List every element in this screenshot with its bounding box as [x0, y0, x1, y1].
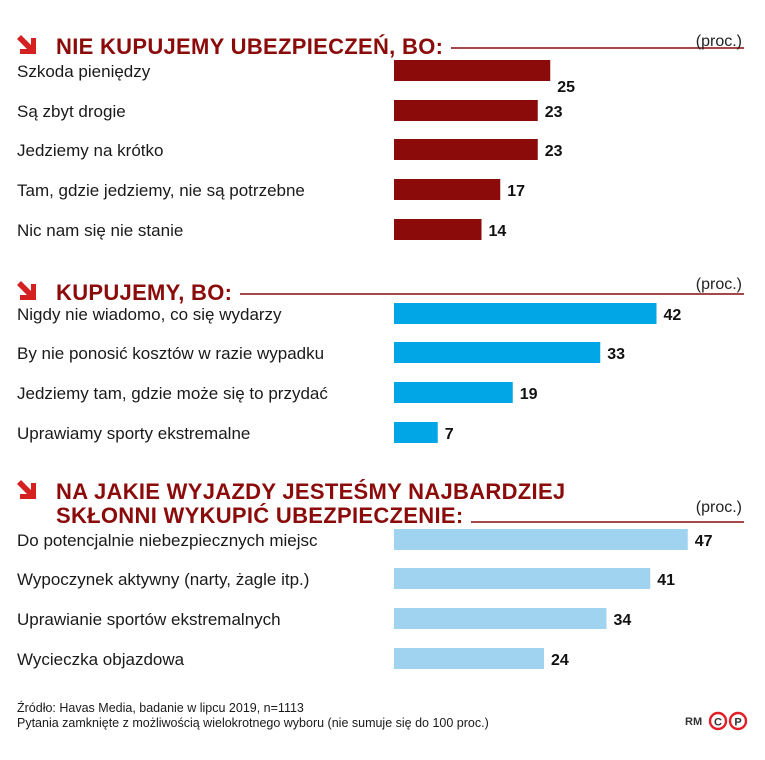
logo-letter: C — [714, 717, 722, 729]
category-label: By nie ponosić kosztów w razie wypadku — [17, 344, 324, 363]
bar — [394, 529, 688, 550]
bar — [394, 139, 538, 160]
value-label: 33 — [607, 346, 625, 363]
value-label: 23 — [545, 104, 563, 121]
category-label: Tam, gdzie jedziemy, nie są potrzebne — [17, 181, 305, 200]
category-label: Jedziemy na krótko — [17, 141, 163, 160]
bar — [394, 179, 501, 200]
unit-label: (proc.) — [696, 499, 742, 516]
arrow-down-right-icon — [17, 480, 36, 499]
methodology-note: Pytania zamknięte z możliwością wielokro… — [17, 716, 489, 730]
logo-circle — [728, 711, 748, 731]
value-label: 34 — [614, 612, 632, 629]
category-label: Do potencjalnie niebezpiecznych miejsc — [17, 531, 318, 550]
bar — [394, 422, 438, 443]
section-title: NIE KUPUJEMY UBEZPIECZEŃ, BO: — [56, 34, 443, 59]
bar — [394, 382, 513, 403]
unit-label: (proc.) — [696, 33, 742, 50]
value-label: 7 — [445, 426, 454, 443]
bar — [394, 219, 482, 240]
logo-circle — [708, 711, 728, 731]
value-label: 47 — [695, 533, 713, 550]
bar — [394, 648, 544, 669]
bar — [394, 60, 551, 81]
author-initials: RM — [685, 716, 702, 728]
unit-label: (proc.) — [696, 276, 742, 293]
category-label: Nic nam się nie stanie — [17, 221, 183, 240]
value-label: 19 — [520, 386, 538, 403]
category-label: Nigdy nie wiadomo, co się wydarzy — [17, 305, 282, 324]
bar — [394, 100, 538, 121]
section-title: KUPUJEMY, BO: — [56, 280, 232, 305]
section-title-line: NA JAKIE WYJAZDY JESTEŚMY NAJBARDZIEJ — [56, 479, 565, 504]
category-label: Uprawianie sportów ekstremalnych — [17, 610, 281, 629]
value-label: 42 — [664, 307, 682, 324]
section-title-line: SKŁONNI WYKUPIĆ UBEZPIECZENIE: — [56, 503, 463, 528]
value-label: 23 — [545, 143, 563, 160]
category-label: Jedziemy tam, gdzie może się to przydać — [17, 384, 328, 403]
category-label: Uprawiamy sporty ekstremalne — [17, 424, 250, 443]
bar — [394, 303, 657, 324]
bar — [394, 342, 601, 363]
logo-letter: P — [734, 717, 741, 729]
category-label: Wypoczynek aktywny (narty, żagle itp.) — [17, 570, 309, 589]
category-label: Wycieczka objazdowa — [17, 650, 185, 669]
value-label: 41 — [657, 572, 675, 589]
bar — [394, 608, 607, 629]
category-label: Są zbyt drogie — [17, 102, 126, 121]
source-note: Źródło: Havas Media, badanie w lipcu 201… — [17, 700, 304, 715]
bar — [394, 568, 651, 589]
value-label: 25 — [557, 79, 575, 96]
category-label: Szkoda pieniędzy — [17, 62, 151, 81]
value-label: 24 — [551, 652, 569, 669]
arrow-down-right-icon — [17, 35, 36, 54]
value-label: 14 — [489, 223, 507, 240]
value-label: 17 — [507, 183, 525, 200]
arrow-down-right-icon — [17, 281, 36, 300]
